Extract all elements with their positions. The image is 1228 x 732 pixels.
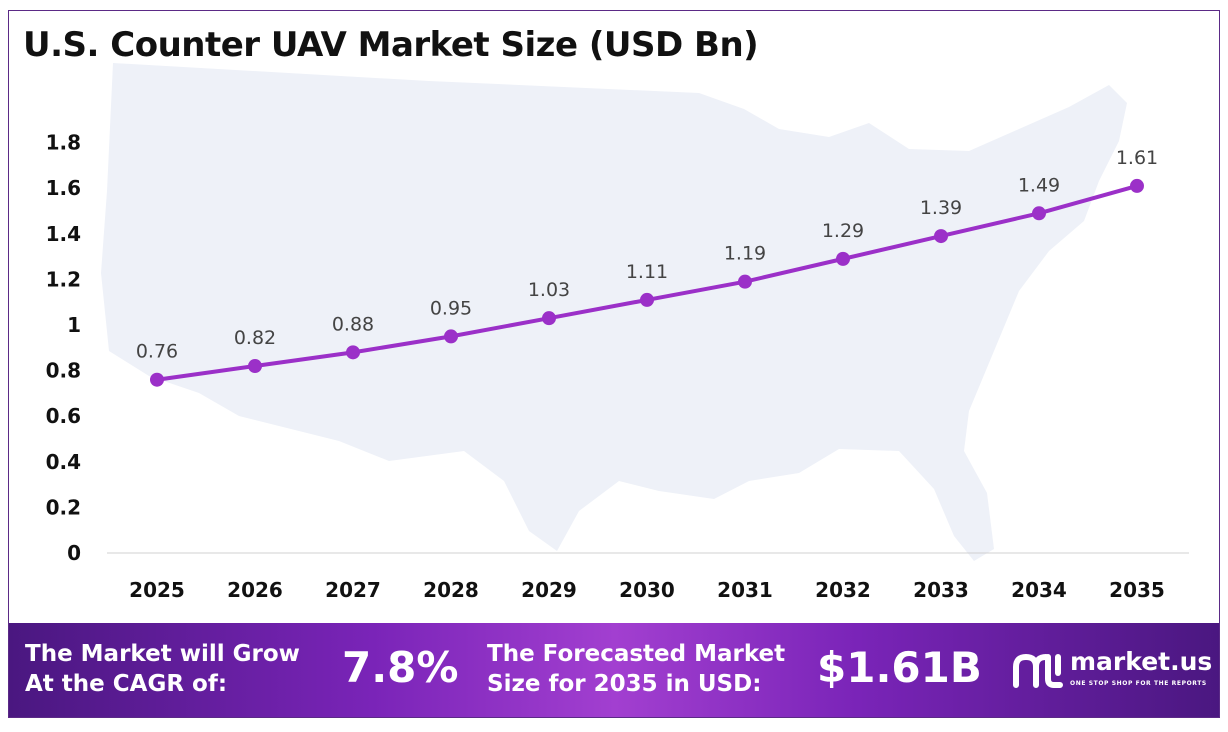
cagr-label-line2: At the CAGR of: (25, 671, 228, 697)
data-label: 1.49 (1018, 174, 1060, 196)
data-label: 1.19 (724, 243, 766, 265)
chart-canvas: 0 0.2 0.4 0.6 0.8 1 1.2 1.4 1.6 1.8 2025 2026 2027 2… (46, 63, 1189, 602)
data-point (1130, 178, 1144, 193)
data-label: 1.03 (528, 279, 570, 301)
x-tick-label: 2028 (423, 578, 479, 602)
data-label: 0.95 (430, 297, 472, 319)
data-label: 1.61 (1116, 147, 1158, 169)
data-point (444, 329, 458, 344)
data-label: 1.39 (920, 197, 962, 219)
data-label: 1.11 (626, 261, 668, 283)
y-tick-label: 0.6 (46, 404, 81, 428)
data-point (934, 229, 948, 244)
data-point (640, 292, 654, 307)
data-point (346, 345, 360, 360)
x-tick-label: 2031 (717, 578, 773, 602)
cagr-label: The Market will Grow At the CAGR of: (25, 639, 300, 699)
y-tick-label: 0.4 (46, 450, 81, 474)
x-tick-label: 2033 (913, 578, 969, 602)
y-tick-label: 1.2 (46, 267, 81, 291)
y-tick-label: 1.8 (46, 131, 81, 155)
data-label: 0.82 (234, 327, 276, 349)
x-tick-label: 2035 (1109, 578, 1165, 602)
y-tick-label: 1.6 (46, 176, 81, 200)
x-tick-label: 2034 (1011, 578, 1067, 602)
y-tick-label: 0 (67, 541, 81, 565)
chart-frame: 0 0.2 0.4 0.6 0.8 1 1.2 1.4 1.6 1.8 2025 2026 2027 2… (8, 10, 1220, 718)
data-point (150, 372, 164, 387)
data-point (836, 251, 850, 266)
data-label: 0.76 (136, 341, 178, 363)
forecast-value: $1.61B (817, 643, 982, 692)
data-label: 1.29 (822, 220, 864, 242)
x-tick-label: 2032 (815, 578, 871, 602)
y-tick-label: 1 (67, 313, 81, 337)
chart-title: U.S. Counter UAV Market Size (USD Bn) (23, 25, 759, 65)
data-point (738, 274, 752, 289)
forecast-label: The Forecasted Market Size for 2035 in U… (487, 639, 785, 699)
forecast-label-line1: The Forecasted Market (487, 641, 786, 667)
x-tick-label: 2030 (619, 578, 675, 602)
brand-logo-icon (1013, 653, 1063, 688)
summary-banner: The Market will Grow At the CAGR of: 7.8… (9, 623, 1219, 717)
brand-name: market.us (1070, 647, 1213, 676)
x-tick-label: 2027 (325, 578, 381, 602)
data-point (248, 359, 262, 374)
brand-logo: market.us ONE STOP SHOP FOR THE REPORTS (1012, 647, 1217, 697)
y-tick-label: 0.8 (46, 359, 81, 383)
cagr-label-line1: The Market will Grow (25, 641, 300, 667)
data-point (1032, 206, 1046, 221)
brand-tagline: ONE STOP SHOP FOR THE REPORTS (1070, 680, 1207, 687)
data-point (542, 311, 556, 326)
y-tick-label: 1.4 (46, 222, 81, 246)
forecast-label-line2: Size for 2035 in USD: (487, 671, 762, 697)
x-tick-label: 2026 (227, 578, 283, 602)
y-tick-label: 0.2 (46, 495, 81, 519)
cagr-value: 7.8% (342, 643, 459, 692)
x-tick-label: 2025 (129, 578, 185, 602)
data-label: 0.88 (332, 313, 374, 335)
us-map-background (101, 63, 1127, 561)
x-tick-label: 2029 (521, 578, 577, 602)
